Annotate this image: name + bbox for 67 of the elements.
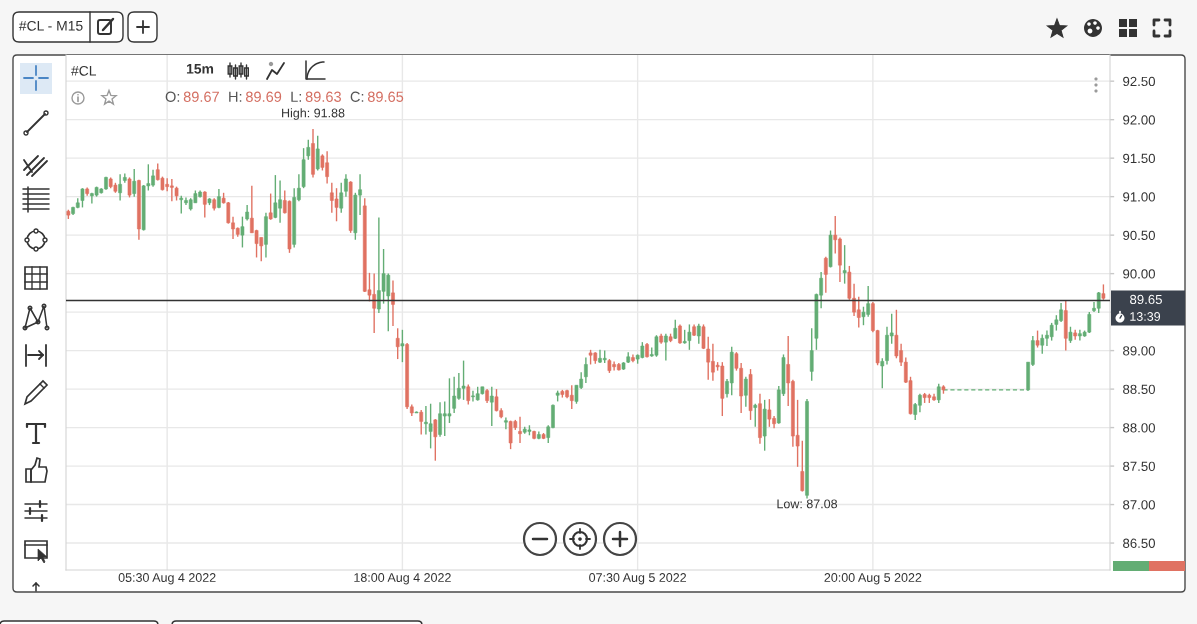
- candlestick: [678, 323, 682, 345]
- candlestick: [344, 173, 348, 198]
- candlestick: [824, 255, 828, 294]
- candlestick: [466, 383, 471, 406]
- x-tick-label: 20:00 Aug 5 2022: [824, 573, 922, 585]
- candlestick: [80, 187, 85, 209]
- candlestick: [461, 359, 466, 401]
- x-tick-label: 07:30 Aug 5 2022: [589, 573, 687, 585]
- candlestick: [664, 332, 668, 362]
- candlestick: [273, 174, 278, 219]
- text: 13:39: [1130, 312, 1161, 321]
- y-tick-label: 90.50: [1123, 230, 1155, 241]
- candlestick: [391, 279, 395, 327]
- annotation: 15m: [186, 64, 214, 74]
- candlestick: [127, 176, 132, 199]
- candlestick: [339, 182, 344, 214]
- y-tick-label: 86.50: [1123, 538, 1155, 548]
- candlestick: [800, 439, 805, 493]
- candlestick: [447, 377, 452, 424]
- candlestick: [306, 138, 311, 161]
- candlestick: [1040, 333, 1045, 355]
- candlestick: [687, 323, 692, 351]
- candlestick: [767, 398, 772, 428]
- text: #CL - M15: [18, 20, 83, 31]
- y-tick-label: 91.50: [1123, 153, 1155, 164]
- candlestick: [334, 187, 339, 222]
- candlestick: [419, 409, 424, 436]
- candlestick: [569, 384, 574, 410]
- x-tick-label: 18:00 Aug 4 2022: [354, 573, 451, 585]
- candlestick: [654, 334, 659, 358]
- y-tick-label: 92.00: [1123, 115, 1155, 125]
- candlestick: [315, 135, 320, 172]
- y-tick-label: 87.50: [1123, 461, 1155, 471]
- candlestick: [400, 329, 405, 363]
- candlestick: [240, 215, 245, 249]
- candlestick: [489, 386, 494, 427]
- y-tick-label: 89.00: [1123, 346, 1155, 356]
- candlestick: [433, 418, 438, 462]
- annotation: Low: 87.08: [777, 499, 838, 509]
- candlestick: [504, 416, 508, 430]
- candlestick: [428, 403, 433, 450]
- candlestick: [856, 296, 861, 329]
- y-tick-label: 88.00: [1123, 423, 1155, 433]
- x-tick-label: 05:30 Aug 4 2022: [118, 573, 216, 585]
- annotation: High: 91.88: [282, 108, 345, 120]
- candlestick: [584, 356, 588, 384]
- candlestick: [132, 168, 137, 198]
- candlestick: [395, 327, 400, 360]
- text: O: 89.67 H: 89.69 L: 89.63 C: 89.65: [165, 91, 404, 102]
- candlestick: [842, 244, 847, 285]
- candlestick: [753, 403, 758, 428]
- y-tick-label: 88.50: [1123, 384, 1155, 395]
- candlestick: [202, 190, 207, 219]
- candlestick: [744, 376, 748, 408]
- text: #CL: [71, 65, 97, 76]
- candlestick: [696, 322, 701, 345]
- candlestick: [1096, 291, 1101, 314]
- y-tick-label: 92.50: [1123, 76, 1155, 87]
- candlestick: [880, 357, 885, 390]
- candlestick: [118, 173, 122, 202]
- y-tick-label: 91.00: [1123, 192, 1155, 202]
- candlestick: [936, 383, 941, 404]
- ref-line-label: 89.65: [1130, 294, 1162, 305]
- y-tick-label: 90.00: [1123, 269, 1155, 279]
- candlestick: [809, 327, 814, 382]
- y-tick-label: 87.00: [1123, 500, 1155, 510]
- candlestick: [268, 192, 273, 221]
